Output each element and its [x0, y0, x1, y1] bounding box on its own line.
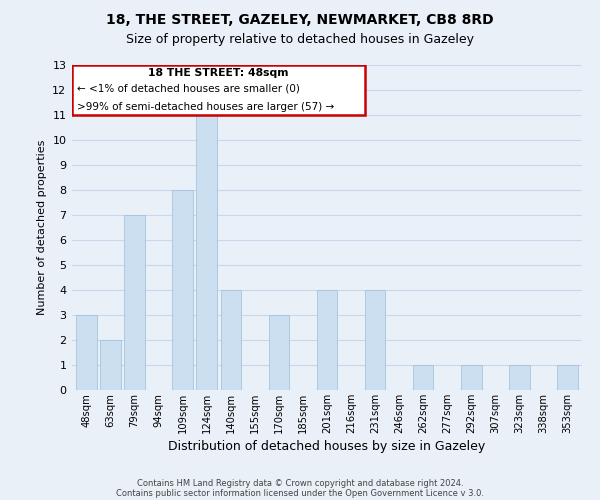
Bar [196, 115, 217, 390]
Bar [76, 315, 97, 390]
Bar [509, 365, 530, 390]
Text: >99% of semi-detached houses are larger (57) →: >99% of semi-detached houses are larger … [77, 102, 334, 112]
Bar [221, 290, 241, 390]
Bar [461, 365, 482, 390]
Y-axis label: Number of detached properties: Number of detached properties [37, 140, 47, 315]
Bar [317, 290, 337, 390]
Bar [413, 365, 433, 390]
Text: Size of property relative to detached houses in Gazeley: Size of property relative to detached ho… [126, 32, 474, 46]
Text: ← <1% of detached houses are smaller (0): ← <1% of detached houses are smaller (0) [77, 84, 300, 94]
Bar [365, 290, 385, 390]
Text: Contains HM Land Registry data © Crown copyright and database right 2024.: Contains HM Land Registry data © Crown c… [137, 478, 463, 488]
Text: 18 THE STREET: 48sqm: 18 THE STREET: 48sqm [148, 68, 289, 78]
Text: 18, THE STREET, GAZELEY, NEWMARKET, CB8 8RD: 18, THE STREET, GAZELEY, NEWMARKET, CB8 … [106, 12, 494, 26]
Bar [172, 190, 193, 390]
FancyBboxPatch shape [72, 65, 365, 116]
Text: Contains public sector information licensed under the Open Government Licence v : Contains public sector information licen… [116, 488, 484, 498]
Bar [557, 365, 578, 390]
Bar [100, 340, 121, 390]
X-axis label: Distribution of detached houses by size in Gazeley: Distribution of detached houses by size … [169, 440, 485, 453]
Bar [124, 215, 145, 390]
Bar [269, 315, 289, 390]
